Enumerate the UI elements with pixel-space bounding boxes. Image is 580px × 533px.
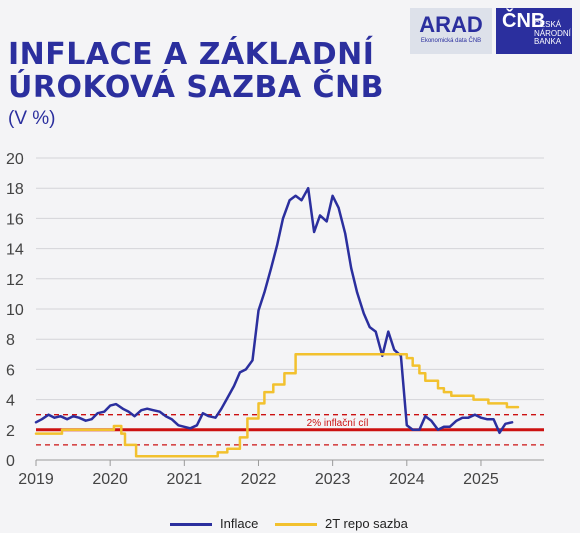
x-tick-label: 2025 — [463, 471, 499, 488]
cnb-logo-name-line-3: BANKA — [534, 37, 562, 46]
y-tick-label: 10 — [6, 302, 24, 319]
legend-swatch-inflation — [170, 523, 212, 526]
cnb-logo: ČNB ČESKÁ NÁRODNÍ BANKA — [496, 8, 572, 54]
x-tick-label: 2020 — [92, 471, 128, 488]
cnb-logo-name-line-2: NÁRODNÍ — [534, 28, 571, 38]
cnb-logo-mark: ČNB — [502, 10, 546, 32]
x-tick-label: 2019 — [18, 471, 54, 488]
title-line-2: ÚROKOVÁ SAZBA ČNB — [8, 70, 384, 105]
y-tick-label: 2 — [6, 423, 15, 440]
y-tick-label: 0 — [6, 453, 15, 470]
title-line-1: INFLACE A ZÁKLADNÍ — [8, 37, 375, 72]
arad-logo: ARAD Ekonomická data ČNB — [410, 8, 492, 54]
arad-logo-text: ARAD — [419, 12, 483, 37]
x-tick-label: 2024 — [389, 471, 425, 488]
arad-logo-subtitle: Ekonomická data ČNB — [420, 38, 482, 44]
y-tick-label: 16 — [6, 211, 24, 228]
legend-label-inflation: Inflace — [220, 516, 259, 531]
y-tick-label: 4 — [6, 393, 15, 410]
cnb-logo-name: ČESKÁ NÁRODNÍ BANKA — [534, 20, 571, 47]
x-tick-label: 2022 — [241, 471, 277, 488]
cnb-logo-name-line-1: ČESKÁ — [534, 20, 562, 29]
y-tick-label: 14 — [6, 242, 24, 259]
y-tick-label: 20 — [6, 151, 24, 168]
series-inflation-line — [34, 186, 514, 435]
legend-swatch-repo — [275, 523, 317, 526]
x-tick-label: 2021 — [167, 471, 203, 488]
legend-label-repo: 2T repo sazba — [325, 516, 408, 531]
y-tick-label: 8 — [6, 332, 15, 349]
y-tick-label: 12 — [6, 272, 24, 289]
y-tick-label: 18 — [6, 181, 24, 198]
chart-legend: Inflace 2T repo sazba — [0, 514, 580, 533]
y-tick-label: 6 — [6, 362, 15, 379]
x-tick-label: 2023 — [315, 471, 351, 488]
unit-label: (V %) — [8, 108, 56, 129]
inflation-target-label: 2% inflační cíl — [307, 418, 369, 429]
series-repo-rate-line — [34, 353, 520, 458]
chart-title: INFLACE A ZÁKLADNÍ ÚROKOVÁ SAZBA ČNB — [8, 38, 384, 104]
